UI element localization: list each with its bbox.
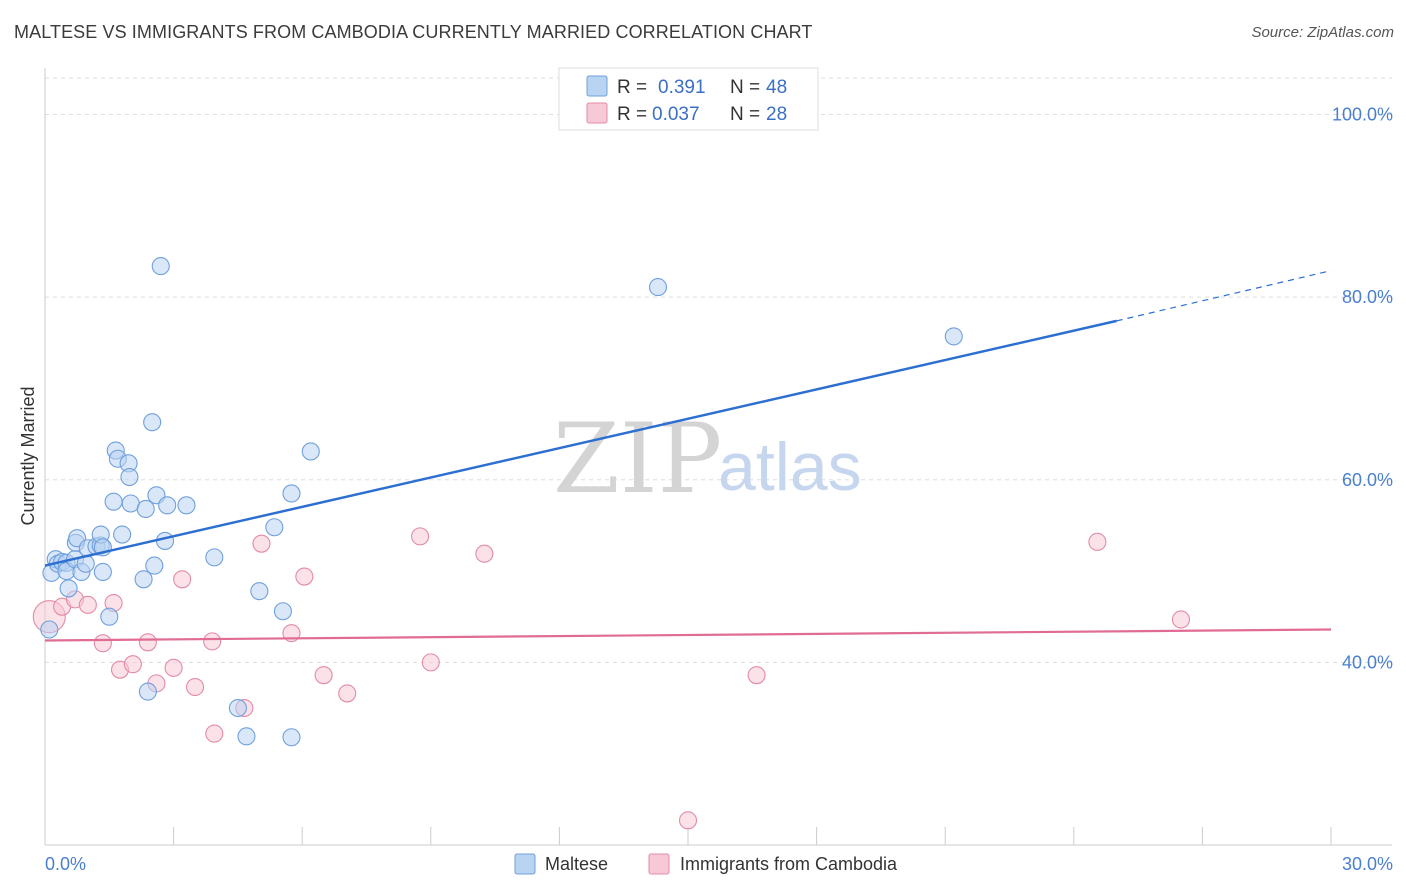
cambodia-point xyxy=(252,534,271,553)
legend-swatch-cambodia xyxy=(586,102,608,124)
maltese-point xyxy=(100,607,119,626)
x-tick-labels: 0.0% 30.0% xyxy=(45,854,1393,874)
cambodia-point xyxy=(314,666,333,685)
maltese-point xyxy=(282,484,301,503)
maltese-point xyxy=(104,492,123,511)
watermark-atlas: atlas xyxy=(718,429,862,505)
bottom-legend-label-maltese: Maltese xyxy=(545,854,608,874)
legend-swatch-maltese xyxy=(586,75,608,97)
maltese-point xyxy=(250,582,269,601)
y-tick-label: 60.0% xyxy=(1342,470,1393,490)
source-credit: Source: ZipAtlas.com xyxy=(1251,24,1394,41)
maltese-point xyxy=(237,727,256,746)
maltese-point xyxy=(228,698,247,718)
cambodia-point xyxy=(411,527,430,546)
cambodia-point xyxy=(1171,610,1191,629)
watermark: ZIP atlas xyxy=(553,403,862,515)
maltese-point xyxy=(138,682,157,701)
legend-n-value-cambodia: 28 xyxy=(766,104,787,125)
maltese-trend-line xyxy=(44,319,1117,567)
bottom-legend-swatch-maltese xyxy=(514,853,536,875)
cambodia-point xyxy=(173,570,192,589)
maltese-point xyxy=(944,327,963,346)
maltese-point xyxy=(151,257,170,276)
maltese-point xyxy=(59,579,78,598)
gridlines xyxy=(45,77,1392,663)
cambodia-point xyxy=(123,655,142,674)
cambodia-point xyxy=(203,632,222,651)
maltese-point xyxy=(143,413,162,432)
maltese-point xyxy=(120,467,139,487)
y-tick-label: 100.0% xyxy=(1332,105,1393,125)
cambodia-point xyxy=(164,658,183,677)
maltese-point xyxy=(301,442,320,461)
trend-lines xyxy=(44,270,1332,642)
maltese-point xyxy=(155,531,175,550)
legend-r-label-maltese: R = xyxy=(617,77,647,98)
series-legend: Maltese Immigrants from Cambodia xyxy=(514,853,898,875)
y-axis-label: Currently Married xyxy=(18,386,38,525)
maltese-point xyxy=(113,525,132,544)
maltese-point xyxy=(134,570,153,589)
watermark-zip: ZIP xyxy=(553,403,722,515)
maltese-point xyxy=(205,548,224,567)
maltese-point xyxy=(121,494,140,513)
chart-title: MALTESE VS IMMIGRANTS FROM CAMBODIA CURR… xyxy=(14,22,813,42)
series-cambodia-points xyxy=(32,527,1191,830)
maltese-trend-extension xyxy=(1116,270,1332,322)
maltese-point xyxy=(177,496,196,515)
maltese-point xyxy=(648,278,668,297)
cambodia-point xyxy=(747,666,766,685)
legend-n-value-maltese: 48 xyxy=(766,77,787,98)
cambodia-point xyxy=(185,677,205,697)
legend-r-value-maltese: 0.391 xyxy=(658,77,706,98)
legend-n-label-maltese: N = xyxy=(730,77,760,98)
x-tick-label: 30.0% xyxy=(1342,854,1393,874)
y-tick-labels: 40.0% 60.0% 80.0% 100.0% xyxy=(1332,105,1393,673)
maltese-point xyxy=(158,496,177,515)
cambodia-trend-line xyxy=(44,628,1332,642)
maltese-point xyxy=(40,620,59,639)
maltese-point xyxy=(273,602,292,621)
maltese-point xyxy=(93,562,112,582)
cambodia-point xyxy=(205,724,224,743)
cambodia-point xyxy=(421,653,440,672)
legend-r-value-cambodia: 0.037 xyxy=(652,104,700,125)
y-tick-label: 80.0% xyxy=(1342,287,1393,307)
maltese-point xyxy=(282,728,301,747)
x-tick-label: 0.0% xyxy=(45,854,86,874)
maltese-point xyxy=(145,556,164,575)
bottom-legend-label-cambodia: Immigrants from Cambodia xyxy=(680,854,898,874)
maltese-point xyxy=(136,499,155,519)
cambodia-point xyxy=(338,684,357,703)
axes xyxy=(44,68,1392,846)
cambodia-point xyxy=(475,544,494,563)
correlation-legend: R = 0.391 N = 48 R = 0.037 N = 28 xyxy=(558,67,819,131)
cambodia-point xyxy=(93,634,112,653)
cambodia-point xyxy=(1088,532,1107,551)
series-maltese-points xyxy=(40,257,963,747)
maltese-point xyxy=(265,518,284,537)
cambodia-point xyxy=(678,811,698,830)
legend-n-label-cambodia: N = xyxy=(730,104,760,125)
bottom-legend-swatch-cambodia xyxy=(648,853,670,875)
cambodia-point xyxy=(138,633,157,652)
legend-r-label-cambodia: R = xyxy=(617,104,647,125)
cambodia-point xyxy=(295,567,314,586)
y-tick-label: 40.0% xyxy=(1342,652,1393,672)
cambodia-point xyxy=(78,595,97,614)
